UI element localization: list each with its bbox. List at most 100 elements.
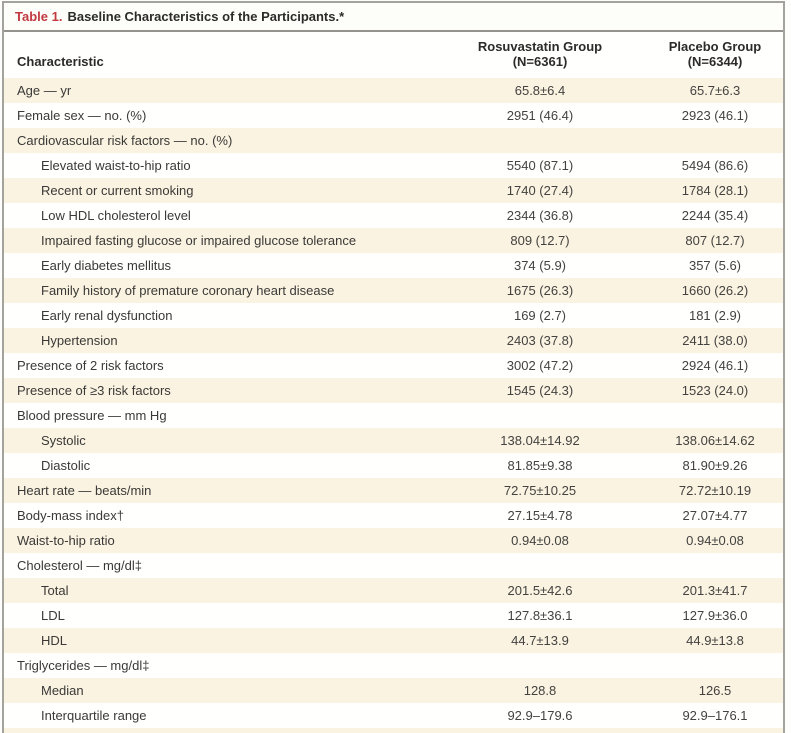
placebo-value-cell: 2411 (38.0): [647, 328, 783, 353]
table-row: Family history of premature coronary hea…: [4, 278, 783, 303]
table-row: Diastolic 81.85±9.38 81.90±9.26: [4, 453, 783, 478]
characteristic-cell: Systolic: [4, 428, 433, 453]
table-row: Median 128.8 126.5: [4, 678, 783, 703]
rosuvastatin-value-cell: 2403 (37.8): [433, 328, 647, 353]
placebo-value-cell: 2244 (35.4): [647, 203, 783, 228]
placebo-value-cell: [647, 403, 783, 428]
rosuvastatin-value-cell: 1545 (24.3): [433, 378, 647, 403]
placebo-value-cell: 2924 (46.1): [647, 353, 783, 378]
table-row: Early renal dysfunction 169 (2.7) 181 (2.9…: [4, 303, 783, 328]
table-row: Presence of ≥3 risk factors 1545 (24.3) 15…: [4, 378, 783, 403]
characteristic-cell: Early diabetes mellitus: [4, 253, 433, 278]
table-row: Age — yr 65.8±6.4 65.7±6.3: [4, 78, 783, 103]
characteristic-cell: Cholesterol — mg/dl‡: [4, 553, 433, 578]
characteristic-cell: Triglycerides — mg/dl‡: [4, 653, 433, 678]
table-row: Heart rate — beats/min 72.75±10.25 72.72±1…: [4, 478, 783, 503]
placebo-value-cell: 72.72±10.19: [647, 478, 783, 503]
rosuvastatin-value-cell: 27.15±4.78: [433, 503, 647, 528]
characteristic-cell: Family history of premature coronary hea…: [4, 278, 433, 303]
characteristic-cell: Early renal dysfunction: [4, 303, 433, 328]
placebo-value-cell: 138.06±14.62: [647, 428, 783, 453]
placebo-value-cell: 0.94±0.08: [647, 528, 783, 553]
rosuvastatin-value-cell: [433, 653, 647, 678]
placebo-value-cell: [647, 128, 783, 153]
characteristic-cell: Elevated waist-to-hip ratio: [4, 153, 433, 178]
rosuvastatin-value-cell: 3002 (47.2): [433, 353, 647, 378]
rosuvastatin-value-cell: 2344 (36.8): [433, 203, 647, 228]
table-row: Hypertension 2403 (37.8) 2411 (38.0): [4, 328, 783, 353]
table-row: Recent or current smoking 1740 (27.4) 1784…: [4, 178, 783, 203]
rosuvastatin-value-cell: 128.8: [433, 678, 647, 703]
table-row: HDL 44.7±13.9 44.9±13.8: [4, 628, 783, 653]
characteristic-cell: Low HDL cholesterol level: [4, 203, 433, 228]
rosuvastatin-value-cell: 5540 (87.1): [433, 153, 647, 178]
characteristic-cell: Age — yr: [4, 78, 433, 103]
rosuvastatin-value-cell: 1675 (26.3): [433, 278, 647, 303]
characteristic-cell: Impaired fasting glucose or impaired glu…: [4, 228, 433, 253]
placebo-value-cell: 81.90±9.26: [647, 453, 783, 478]
characteristic-cell: Recent or current smoking: [4, 178, 433, 203]
table-row: Total 201.5±42.6 201.3±41.7: [4, 578, 783, 603]
rosuvastatin-value-cell: 1740 (27.4): [433, 178, 647, 203]
placebo-value-cell: 1660 (26.2): [647, 278, 783, 303]
placebo-value-cell: 357 (5.6): [647, 253, 783, 278]
table-row: Early diabetes mellitus 374 (5.9) 357 (5.6…: [4, 253, 783, 278]
rosuvastatin-group-name: Rosuvastatin Group: [477, 39, 603, 54]
placebo-value-cell: 1784 (28.1): [647, 178, 783, 203]
placebo-group-n: (N=6344): [687, 54, 743, 69]
table-header: Characteristic Rosuvastatin Group (N=636…: [4, 32, 783, 78]
placebo-value-cell: 92.9–176.1: [647, 703, 783, 728]
characteristic-cell: Median: [4, 678, 433, 703]
table-row: Body-mass index† 27.15±4.78 27.07±4.77: [4, 503, 783, 528]
table-row: Presence of 2 risk factors 3002 (47.2) 292…: [4, 353, 783, 378]
table-row: Female sex — no. (%) 2951 (46.4) 2923 (46.…: [4, 103, 783, 128]
characteristic-cell: Waist-to-hip ratio: [4, 528, 433, 553]
table-body: Age — yr 65.8±6.4 65.7±6.3 Female sex — no.…: [4, 78, 783, 733]
characteristic-cell: Presence of 2 risk factors: [4, 353, 433, 378]
rosuvastatin-value-cell: 65.8±6.4: [433, 78, 647, 103]
table-row: LDL 127.8±36.1 127.9±36.0: [4, 603, 783, 628]
rosuvastatin-value-cell: 169 (2.7): [433, 303, 647, 328]
placebo-value-cell: [647, 553, 783, 578]
table-row: Impaired fasting glucose or impaired glu…: [4, 228, 783, 253]
partial-row-cell: [4, 728, 783, 733]
placebo-value-cell: 126.5: [647, 678, 783, 703]
baseline-characteristics-table: Characteristic Rosuvastatin Group (N=636…: [4, 32, 783, 733]
rosuvastatin-value-cell: 92.9–179.6: [433, 703, 647, 728]
table-row: Triglycerides — mg/dl‡: [4, 653, 783, 678]
characteristic-cell: Female sex — no. (%): [4, 103, 433, 128]
characteristic-cell: Presence of ≥3 risk factors: [4, 378, 433, 403]
column-header-placebo: Placebo Group (N=6344): [647, 32, 783, 78]
characteristic-cell: Blood pressure — mm Hg: [4, 403, 433, 428]
partial-row: [4, 728, 783, 733]
placebo-value-cell: 44.9±13.8: [647, 628, 783, 653]
rosuvastatin-group-n: (N=6361): [512, 54, 568, 69]
rosuvastatin-value-cell: 72.75±10.25: [433, 478, 647, 503]
rosuvastatin-value-cell: 0.94±0.08: [433, 528, 647, 553]
rosuvastatin-value-cell: 809 (12.7): [433, 228, 647, 253]
rosuvastatin-value-cell: 374 (5.9): [433, 253, 647, 278]
table-title: Baseline Characteristics of the Particip…: [67, 9, 345, 24]
rosuvastatin-value-cell: 127.8±36.1: [433, 603, 647, 628]
characteristic-cell: Diastolic: [4, 453, 433, 478]
column-header-characteristic: Characteristic: [4, 32, 433, 78]
placebo-value-cell: 1523 (24.0): [647, 378, 783, 403]
rosuvastatin-value-cell: 2951 (46.4): [433, 103, 647, 128]
table-number: Table 1.: [15, 9, 63, 24]
table-title-bar: Table 1. Baseline Characteristics of the…: [4, 3, 783, 32]
placebo-value-cell: 201.3±41.7: [647, 578, 783, 603]
placebo-value-cell: 65.7±6.3: [647, 78, 783, 103]
characteristic-cell: Hypertension: [4, 328, 433, 353]
table-row: Low HDL cholesterol level 2344 (36.8) 2244…: [4, 203, 783, 228]
rosuvastatin-value-cell: [433, 128, 647, 153]
header-row: Characteristic Rosuvastatin Group (N=636…: [4, 32, 783, 78]
characteristic-cell: Heart rate — beats/min: [4, 478, 433, 503]
placebo-value-cell: 5494 (86.6): [647, 153, 783, 178]
characteristic-cell: Cardiovascular risk factors — no. (%): [4, 128, 433, 153]
characteristic-cell: Interquartile range: [4, 703, 433, 728]
placebo-value-cell: 807 (12.7): [647, 228, 783, 253]
table-row: Elevated waist-to-hip ratio 5540 (87.1) 54…: [4, 153, 783, 178]
rosuvastatin-value-cell: 138.04±14.92: [433, 428, 647, 453]
